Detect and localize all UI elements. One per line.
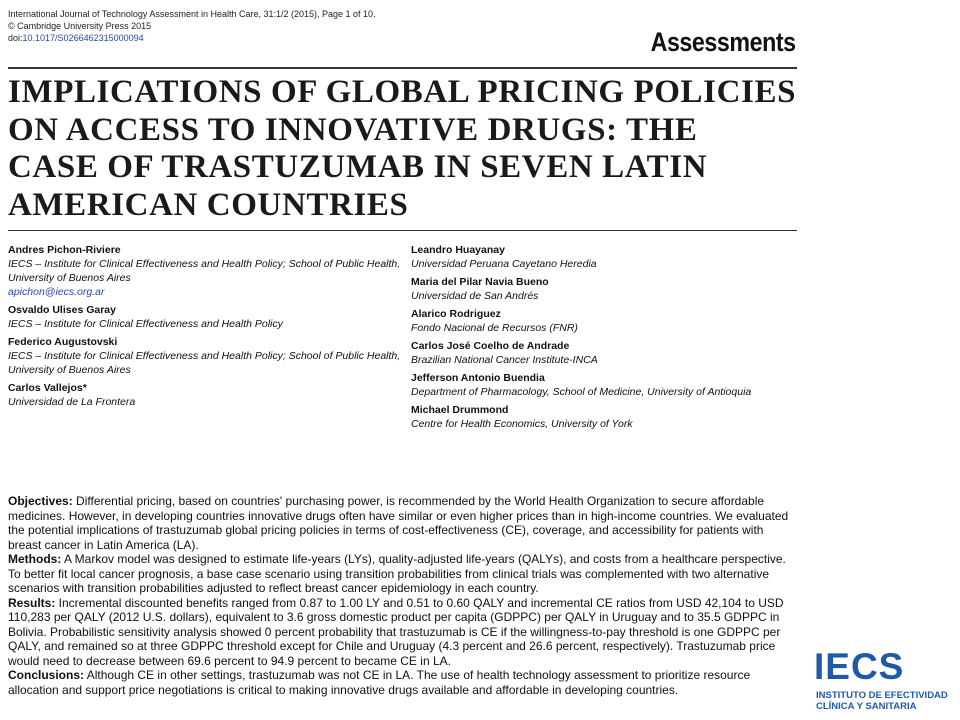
section-label: Assessments bbox=[650, 27, 796, 57]
doi-line: doi:10.1017/S0266462315000094 bbox=[8, 32, 376, 44]
logo-wordmark: IECS bbox=[814, 646, 905, 687]
author-name: Osvaldo Ulises Garay bbox=[8, 304, 116, 316]
author-affiliation: IECS – Institute for Clinical Effectiven… bbox=[8, 318, 283, 330]
author-affiliation: Universidad de San Andrés bbox=[411, 290, 539, 302]
author-entry: Andres Pichon-Riviere IECS – Institute f… bbox=[8, 243, 403, 299]
abstract-results: Results: Incremental discounted benefits… bbox=[8, 596, 800, 669]
author-affiliation: Department of Pharmacology, School of Me… bbox=[411, 386, 752, 398]
doi-prefix: doi: bbox=[8, 33, 23, 43]
author-name: Carlos Vallejos* bbox=[8, 382, 87, 394]
journal-header: International Journal of Technology Asse… bbox=[8, 8, 376, 44]
authors-right-column: Leandro Huayanay Universidad Peruana Cay… bbox=[411, 243, 801, 435]
title-line: ON ACCESS TO INNOVATIVE DRUGS: THE bbox=[8, 111, 698, 148]
methods-text: A Markov model was designed to estimate … bbox=[8, 552, 786, 595]
author-name: Leandro Huayanay bbox=[411, 244, 505, 256]
author-entry: Federico Augustovski IECS – Institute fo… bbox=[8, 335, 403, 377]
abstract: Objectives: Differential pricing, based … bbox=[8, 494, 800, 697]
author-entry: Carlos Vallejos* Universidad de La Front… bbox=[8, 381, 403, 409]
author-affiliation: Centre for Health Economics, University … bbox=[411, 418, 633, 430]
journal-citation: International Journal of Technology Asse… bbox=[8, 9, 376, 19]
abstract-methods: Methods: A Markov model was designed to … bbox=[8, 552, 800, 596]
author-entry: Michael Drummond Centre for Health Econo… bbox=[411, 403, 801, 431]
copyright-line: © Cambridge University Press 2015 bbox=[8, 21, 152, 31]
results-text: Incremental discounted benefits ranged f… bbox=[8, 595, 784, 668]
conclusions-text: Although CE in other settings, trastuzum… bbox=[8, 668, 751, 697]
abstract-objectives: Objectives: Differential pricing, based … bbox=[8, 494, 800, 552]
author-entry: Jefferson Antonio Buendia Department of … bbox=[411, 371, 801, 399]
iecs-logo: IECS INSTITUTO DE EFECTIVIDAD CLÍNICA Y … bbox=[812, 648, 958, 714]
author-affiliation: Universidad Peruana Cayetano Heredia bbox=[411, 258, 597, 270]
title-divider bbox=[8, 230, 797, 231]
author-email-link[interactable]: apichon@iecs.org.ar bbox=[8, 286, 105, 298]
author-affiliation: IECS – Institute for Clinical Effectiven… bbox=[8, 258, 401, 284]
author-entry: Leandro Huayanay Universidad Peruana Cay… bbox=[411, 243, 801, 271]
author-name: Michael Drummond bbox=[411, 404, 509, 416]
author-name: Federico Augustovski bbox=[8, 336, 118, 348]
logo-subtitle-line1: INSTITUTO DE EFECTIVIDAD bbox=[816, 690, 948, 701]
results-label: Results: bbox=[8, 595, 56, 610]
article-title: IMPLICATIONS OF GLOBAL PRICING POLICIES … bbox=[8, 74, 808, 224]
logo-subtitle-line2: CLÍNICA Y SANITARIA bbox=[816, 701, 917, 712]
abstract-conclusions: Conclusions: Although CE in other settin… bbox=[8, 668, 800, 697]
author-name: Maria del Pilar Navia Bueno bbox=[411, 276, 549, 288]
author-entry: Maria del Pilar Navia Bueno Universidad … bbox=[411, 275, 801, 303]
author-name: Carlos José Coelho de Andrade bbox=[411, 340, 570, 352]
conclusions-label: Conclusions: bbox=[8, 668, 85, 682]
author-affiliation: Universidad de La Frontera bbox=[8, 396, 136, 408]
methods-label: Methods: bbox=[8, 552, 62, 566]
title-line: AMERICAN COUNTRIES bbox=[8, 186, 409, 223]
doi-link[interactable]: 10.1017/S0266462315000094 bbox=[22, 33, 144, 43]
author-name: Alarico Rodriguez bbox=[411, 308, 501, 320]
author-name: Andres Pichon-Riviere bbox=[8, 244, 121, 256]
title-line: CASE OF TRASTUZUMAB IN SEVEN LATIN bbox=[8, 149, 708, 185]
author-affiliation: Brazilian National Cancer Institute-INCA bbox=[411, 354, 598, 366]
top-divider bbox=[8, 67, 797, 69]
author-entry: Alarico Rodriguez Fondo Nacional de Recu… bbox=[411, 307, 801, 335]
author-affiliation: Fondo Nacional de Recursos (FNR) bbox=[411, 322, 578, 334]
objectives-label: Objectives: bbox=[8, 494, 73, 508]
objectives-text: Differential pricing, based on countries… bbox=[8, 494, 789, 552]
author-affiliation: IECS – Institute for Clinical Effectiven… bbox=[8, 350, 401, 376]
authors-left-column: Andres Pichon-Riviere IECS – Institute f… bbox=[8, 243, 403, 413]
author-entry: Osvaldo Ulises Garay IECS – Institute fo… bbox=[8, 303, 403, 331]
title-line: IMPLICATIONS OF GLOBAL PRICING POLICIES bbox=[8, 74, 797, 110]
author-entry: Carlos José Coelho de Andrade Brazilian … bbox=[411, 339, 801, 367]
author-name: Jefferson Antonio Buendia bbox=[411, 372, 545, 384]
